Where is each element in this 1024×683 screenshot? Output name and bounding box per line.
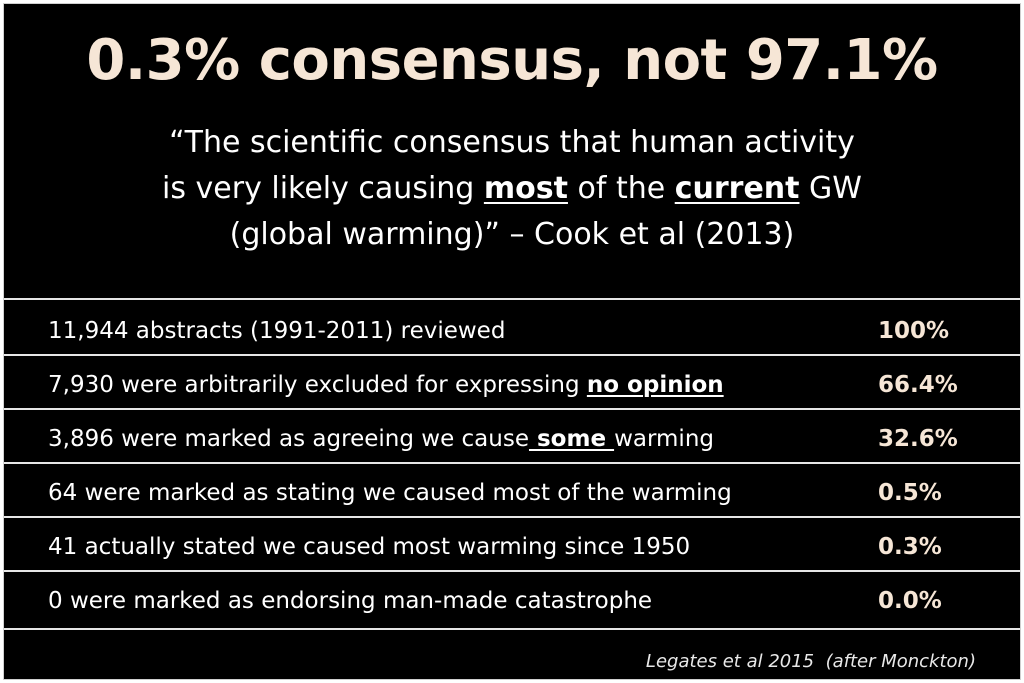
row-3-percent: 32.6% [878, 426, 958, 452]
slide-title: 0.3% consensus, not 97.1% [86, 28, 938, 93]
cook-quote: “The scientific consensus that human act… [4, 120, 1020, 258]
row-1-text: 11,944 abstracts (1991-2011) reviewed [48, 318, 506, 344]
table-row-text: 3,896 were marked as agreeing we cause s… [48, 424, 714, 454]
quote-line-1: “The scientific consensus that human act… [169, 125, 855, 160]
row-6-percent: 0.0% [878, 588, 942, 614]
table-row-text: 64 were marked as stating we caused most… [48, 478, 732, 508]
row-5-text: 41 actually stated we caused most warmin… [48, 534, 691, 560]
row-divider [4, 408, 1020, 410]
source-citation: Legates et al 2015 (after Monckton) [645, 651, 976, 672]
quote-line-2: is very likely causing most of the curre… [4, 166, 1020, 212]
row-2-emphasis: no opinion [586, 372, 724, 398]
row-2-text: 7,930 were arbitrarily excluded for expr… [48, 372, 587, 398]
row-divider [4, 462, 1020, 464]
row-3-text-post: warming [614, 426, 714, 452]
row-divider [4, 570, 1020, 572]
quote-line-2-pre: is very likely causing [162, 171, 484, 206]
table-row-text: 41 actually stated we caused most warmin… [48, 532, 690, 562]
row-3-emphasis: some [528, 426, 615, 452]
quote-line-3: (global warming)” – Cook et al (2013) [229, 217, 795, 252]
quote-line-2-mid: of the [567, 171, 675, 206]
table-bottom-rule [4, 628, 1020, 630]
row-1-percent: 100% [878, 318, 950, 344]
table-row-text: 0 were marked as endorsing man-made cata… [48, 586, 652, 616]
row-6-text: 0 were marked as endorsing man-made cata… [48, 588, 653, 614]
row-5-percent: 0.3% [878, 534, 942, 560]
row-2-percent: 66.4% [878, 372, 958, 398]
table-row-text: 11,944 abstracts (1991-2011) reviewed [48, 316, 505, 346]
quote-line-2-post: GW [799, 171, 862, 206]
row-4-percent: 0.5% [878, 480, 942, 506]
slide: 0.3% consensus, not 97.1% “The scientifi… [3, 3, 1021, 680]
table-row-text: 7,930 were arbitrarily excluded for expr… [48, 370, 724, 400]
row-3-text: 3,896 were marked as agreeing we cause [48, 426, 529, 452]
row-divider [4, 516, 1020, 518]
table-top-rule [4, 298, 1020, 300]
quote-emphasis-current: current [674, 171, 800, 206]
row-divider [4, 354, 1020, 356]
row-4-text: 64 were marked as stating we caused most… [48, 480, 732, 506]
quote-emphasis-most: most [483, 171, 568, 206]
